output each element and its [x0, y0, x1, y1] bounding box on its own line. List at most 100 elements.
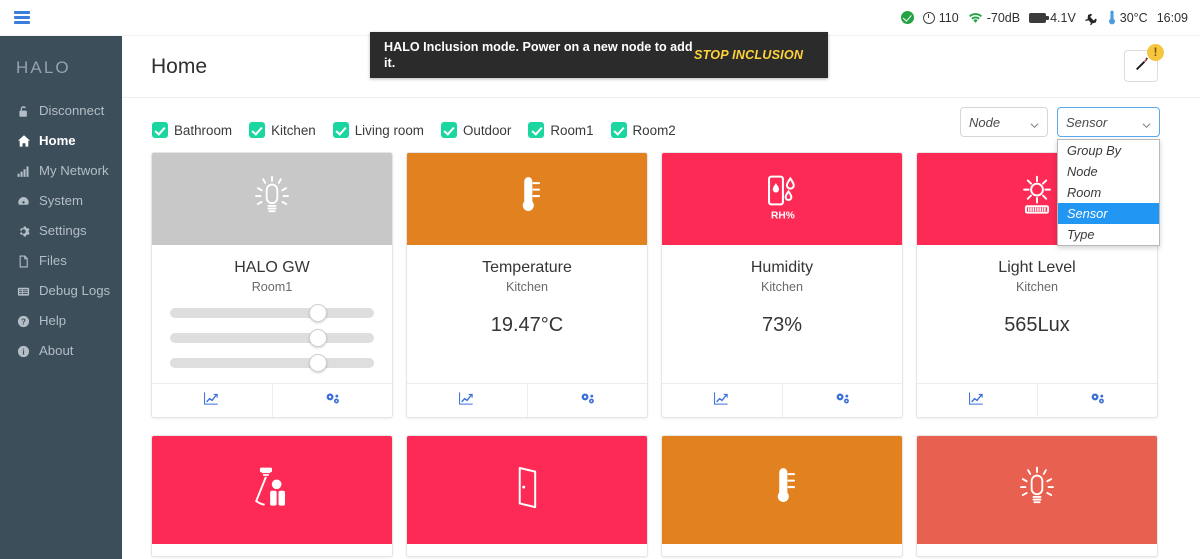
humidity-icon-label: RH%	[771, 210, 795, 221]
magic-wand-icon	[1133, 55, 1150, 77]
checkbox-checked-icon[interactable]	[332, 122, 349, 138]
dropdown-option-node[interactable]: Node	[1067, 163, 1098, 179]
slider-knob[interactable]	[308, 304, 327, 322]
sidebar-item-home[interactable]: Home	[0, 126, 122, 156]
filter-checkbox-room1[interactable]: Room1	[528, 122, 594, 138]
cogs-icon	[579, 391, 596, 411]
svg-text:?: ?	[21, 317, 26, 326]
card-header	[407, 153, 647, 245]
page-header: Home !	[122, 36, 1200, 98]
card-title: Light Level	[998, 259, 1076, 276]
card-body	[152, 544, 392, 556]
sidebar-item-system[interactable]: System	[0, 186, 122, 216]
chevron-down-icon	[1142, 118, 1151, 128]
card-header	[407, 436, 647, 544]
device-card-humidity[interactable]: RH% Humidity Kitchen 73%	[661, 152, 903, 418]
filter-bar: Bathroom Kitchen Living room Outdoor Roo…	[122, 98, 1200, 246]
device-card-temperature[interactable]: Temperature Kitchen 19.47°C	[406, 152, 648, 418]
card-subtitle: Kitchen	[760, 280, 803, 294]
card-settings-button[interactable]	[526, 384, 648, 417]
sidebar-item-disconnect[interactable]: Disconnect	[0, 96, 122, 126]
checkbox-checked-icon[interactable]	[610, 122, 627, 138]
sidebar-item-label: Home	[39, 133, 76, 148]
question-circle-icon: ?	[16, 315, 31, 328]
card-body: HALO GW Room1	[152, 245, 392, 383]
card-body	[407, 544, 647, 556]
filter-label: Outdoor	[462, 122, 512, 138]
card-chart-button[interactable]	[407, 384, 527, 417]
checkbox-checked-icon[interactable]	[440, 122, 457, 138]
cogs-icon	[834, 391, 851, 411]
hamburger-menu-icon[interactable]	[14, 11, 30, 24]
clock-icon	[922, 11, 935, 24]
status-battery: 4.1V	[1029, 11, 1076, 25]
card-settings-button[interactable]	[271, 384, 393, 417]
sidebar-item-label: My Network	[39, 163, 109, 178]
sidebar-item-my-network[interactable]: My Network	[0, 156, 122, 186]
card-subtitle: Kitchen	[505, 280, 548, 294]
device-card-door[interactable]	[406, 435, 648, 557]
sidebar-item-files[interactable]: Files	[0, 246, 122, 276]
sidebar-item-about[interactable]: i About	[0, 336, 122, 366]
slider-2[interactable]	[170, 329, 374, 347]
filter-label: Room1	[550, 122, 594, 138]
card-chart-button[interactable]	[152, 384, 272, 417]
dropdown-option-room[interactable]: Room	[1067, 184, 1102, 200]
brand-logo: HALO	[16, 58, 71, 77]
device-card-motion[interactable]	[151, 435, 393, 557]
device-card-light[interactable]	[916, 435, 1158, 557]
filter-label: Room2	[632, 122, 676, 138]
filter-checkbox-living-room[interactable]: Living room	[332, 122, 424, 138]
device-card-temperature-2[interactable]	[661, 435, 903, 557]
card-title: Humidity	[750, 259, 814, 276]
device-card-halo-gw[interactable]: HALO GW Room1	[151, 152, 393, 418]
dropdown-option-group-by[interactable]: Group By	[1067, 142, 1122, 158]
signal-bars-icon	[16, 165, 31, 178]
card-header	[152, 436, 392, 544]
checkbox-checked-icon[interactable]	[249, 122, 266, 138]
filter-label: Kitchen	[271, 122, 316, 138]
filter-checkbox-kitchen[interactable]: Kitchen	[249, 122, 316, 138]
wifi-icon	[968, 12, 983, 24]
motion-sensor-icon	[246, 462, 298, 519]
thermometer-icon	[762, 463, 802, 518]
filter-checkbox-outdoor[interactable]: Outdoor	[440, 122, 512, 138]
slider-1[interactable]	[170, 304, 374, 322]
stop-inclusion-button[interactable]: STOP INCLUSION	[694, 48, 804, 62]
checkbox-checked-icon[interactable]	[152, 122, 168, 138]
cogs-icon	[324, 391, 341, 411]
group-by-select[interactable]: Sensor Group By Node Room Sensor Type	[1057, 107, 1160, 246]
filter-checkbox-bathroom[interactable]: Bathroom	[152, 122, 232, 138]
card-chart-button[interactable]	[917, 384, 1037, 417]
checkbox-checked-icon[interactable]	[528, 122, 545, 138]
sidebar-item-debug-logs[interactable]: Debug Logs	[0, 276, 122, 306]
slider-knob[interactable]	[308, 329, 327, 347]
card-value: 19.47°C	[490, 314, 564, 336]
card-settings-button[interactable]	[781, 384, 903, 417]
filter-label: Living room	[354, 122, 424, 138]
slider-3[interactable]	[170, 354, 374, 372]
group-by-select-value: Sensor	[1066, 114, 1108, 130]
card-title: Temperature	[482, 259, 572, 276]
node-select[interactable]: Node	[960, 107, 1048, 137]
card-chart-button[interactable]	[662, 384, 782, 417]
group-by-selects: Node Sensor Group By	[960, 107, 1160, 246]
slider-knob[interactable]	[308, 354, 327, 372]
battery-icon	[1029, 12, 1049, 23]
card-settings-button[interactable]	[1036, 384, 1158, 417]
plug-icon	[1084, 11, 1099, 26]
filter-checkbox-room2[interactable]: Room2	[610, 122, 676, 138]
sidebar-item-label: System	[39, 193, 83, 208]
dropdown-option-type[interactable]: Type	[1067, 226, 1095, 242]
thermometer-icon	[507, 172, 547, 227]
sidebar-item-help[interactable]: ? Help	[0, 306, 122, 336]
inclusion-mode-banner: HALO Inclusion mode. Power on a new node…	[370, 32, 828, 78]
dropdown-option-sensor[interactable]: Sensor	[1058, 203, 1159, 224]
unlock-icon	[16, 105, 31, 118]
status-power	[1084, 11, 1099, 26]
card-body	[917, 544, 1157, 556]
sidebar-item-settings[interactable]: Settings	[0, 216, 122, 246]
wand-warning-badge: !	[1147, 44, 1164, 61]
light-bulb-icon	[248, 173, 296, 226]
